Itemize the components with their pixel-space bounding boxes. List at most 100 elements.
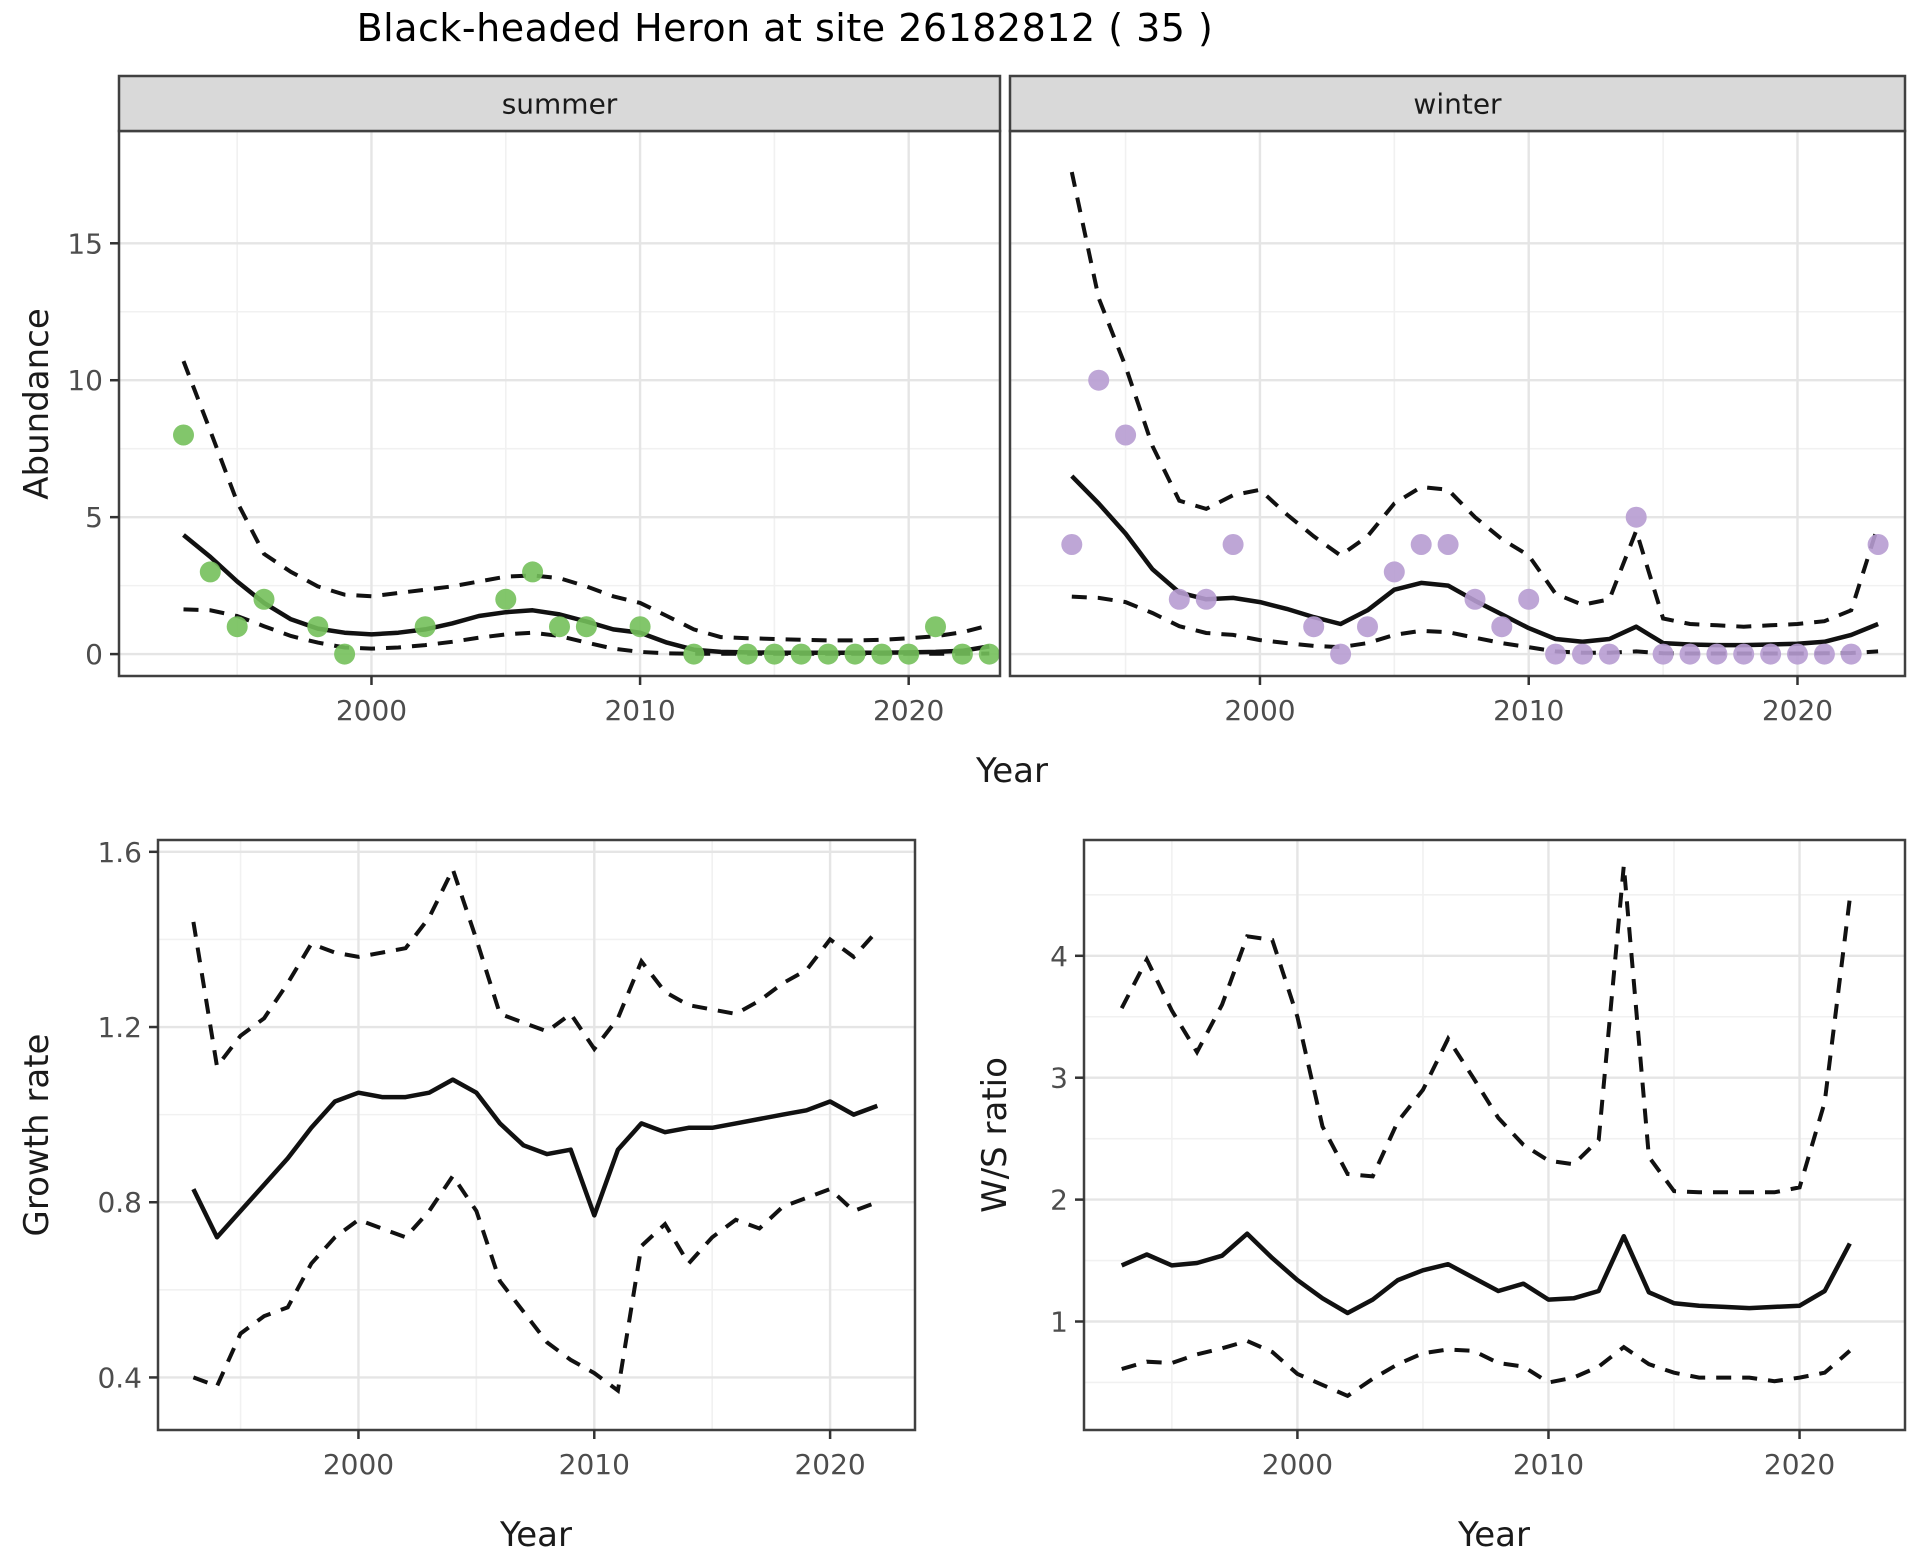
x-tick-label: 2010 [1493, 694, 1564, 727]
y-tick-label: 4 [1050, 940, 1068, 973]
abundance-winter-point [1652, 643, 1674, 665]
abundance-summer-point [173, 424, 194, 446]
panel-abundance-summer: summer 2000 2010 2020 0 5 10 15 [67, 74, 1002, 727]
abundance-winter-point [1115, 424, 1137, 446]
abundance-winter-point [1168, 588, 1190, 610]
abundance-winter-point [1222, 534, 1244, 555]
growth-rate-background [158, 840, 915, 1430]
abundance-summer-point [925, 616, 946, 638]
ws-ratio-gridlines [1084, 840, 1905, 1430]
y-tick-label: 1.2 [97, 1011, 142, 1044]
growth-rate-y-axis: 0.4 0.8 1.2 1.6 [97, 836, 158, 1394]
abundance-summer-point [414, 616, 436, 638]
y-tick-label: 15 [67, 227, 103, 260]
abundance-winter-point [1437, 534, 1459, 555]
x-tick-label: 2010 [604, 694, 675, 727]
y-tick-label: 0 [85, 638, 103, 671]
y-tick-label: 10 [67, 364, 103, 397]
abundance-summer-point [199, 561, 221, 583]
abundance-summer-point [898, 643, 920, 665]
abundance-winter-point [1491, 616, 1513, 638]
abundance-summer-observed-points [173, 424, 1000, 665]
abundance-winter-point [1733, 643, 1755, 665]
abundance-summer-point [549, 616, 570, 638]
abundance-summer-point [575, 616, 597, 638]
abundance-winter-point [1840, 643, 1862, 665]
panel-growth-rate: 2000 2010 2020 0.4 0.8 1.2 1.6 [97, 836, 917, 1481]
abundance-summer-gridlines [119, 131, 1000, 676]
y-tick-label: 0.8 [97, 1186, 142, 1219]
abundance-winter-observed-points [1061, 369, 1889, 665]
abundance-winter-point [1518, 588, 1540, 610]
ws-ratio-y-axis: 1 2 3 4 [1050, 940, 1084, 1339]
growth-rate-ci-lower-line [192, 1172, 878, 1395]
abundance-summer-point [495, 588, 517, 610]
x-tick-label: 2020 [1764, 1448, 1835, 1481]
x-tick-label: 2020 [873, 694, 944, 727]
abundance-winter-point [1813, 643, 1835, 665]
abundance-summer-point [871, 643, 893, 665]
growth-rate-border [156, 838, 917, 1432]
panel-abundance-winter: winter 2000 2010 2020 [1008, 74, 1907, 727]
y-tick-label: 0.4 [97, 1361, 142, 1394]
abundance-summer-x-axis: 2000 2010 2020 [336, 676, 944, 727]
y-tick-label: 1.6 [97, 836, 142, 869]
ws-ratio-ci-upper-line [1119, 865, 1852, 1195]
abundance-winter-point [1357, 616, 1378, 638]
strip-label-summer: summer [502, 88, 618, 121]
y-axis-title-abundance: Abundance [17, 308, 57, 500]
ws-ratio-border [1082, 838, 1907, 1432]
abundance-winter-point [1706, 643, 1728, 665]
abundance-winter-point [1088, 369, 1110, 391]
x-tick-label: 2010 [1513, 1448, 1584, 1481]
abundance-winter-point [1410, 534, 1432, 555]
ws-ratio-background [1084, 840, 1905, 1430]
abundance-summer-point [253, 588, 275, 610]
abundance-winter-point [1867, 534, 1889, 555]
abundance-summer-point [737, 643, 758, 665]
y-tick-label: 2 [1050, 1184, 1068, 1217]
growth-rate-fit-line [191, 1077, 879, 1240]
ws-ratio-fit-line [1120, 1231, 1852, 1316]
abundance-winter-point [1625, 506, 1647, 528]
abundance-summer-point [683, 643, 705, 665]
abundance-winter-point [1330, 643, 1352, 665]
abundance-winter-point [1061, 534, 1083, 555]
y-axis-title-growth-rate: Growth rate [17, 1034, 57, 1237]
abundance-winter-point [1383, 561, 1405, 583]
abundance-winter-point [1464, 588, 1486, 610]
abundance-summer-point [817, 643, 839, 665]
abundance-winter-point [1679, 643, 1701, 665]
ws-ratio-ci-lower-line [1121, 1338, 1852, 1399]
ws-ratio-x-axis: 2000 2010 2020 [1262, 1430, 1835, 1481]
abundance-summer-y-axis: 0 5 10 15 [67, 227, 119, 671]
y-axis-title-ws-ratio: W/S ratio [975, 1057, 1015, 1213]
abundance-winter-point [1598, 643, 1620, 665]
x-tick-label: 2000 [323, 1448, 394, 1481]
abundance-winter-gridlines [1010, 131, 1905, 676]
x-axis-title-year-ws: Year [1457, 1515, 1530, 1555]
abundance-summer-point [978, 643, 1000, 665]
x-tick-label: 2000 [1262, 1448, 1333, 1481]
x-tick-label: 2000 [336, 694, 407, 727]
abundance-winter-strip [1008, 74, 1907, 133]
y-tick-label: 5 [85, 501, 103, 534]
abundance-winter-background [1010, 131, 1905, 676]
x-axis-title-year-growth: Year [499, 1515, 572, 1555]
x-tick-label: 2020 [1762, 694, 1833, 727]
x-tick-label: 2000 [1224, 694, 1295, 727]
growth-rate-ci-upper-line [191, 864, 879, 1072]
abundance-summer-point [522, 561, 544, 583]
abundance-winter-point [1545, 643, 1567, 665]
abundance-summer-point [307, 616, 329, 638]
abundance-winter-point [1760, 643, 1782, 665]
abundance-summer-strip [117, 74, 1002, 133]
abundance-summer-point [763, 643, 785, 665]
abundance-summer-ci-upper-line [181, 360, 990, 643]
abundance-winter-point [1787, 643, 1808, 665]
abundance-summer-point [951, 643, 973, 665]
abundance-summer-point [226, 616, 248, 638]
abundance-winter-point [1195, 588, 1217, 610]
